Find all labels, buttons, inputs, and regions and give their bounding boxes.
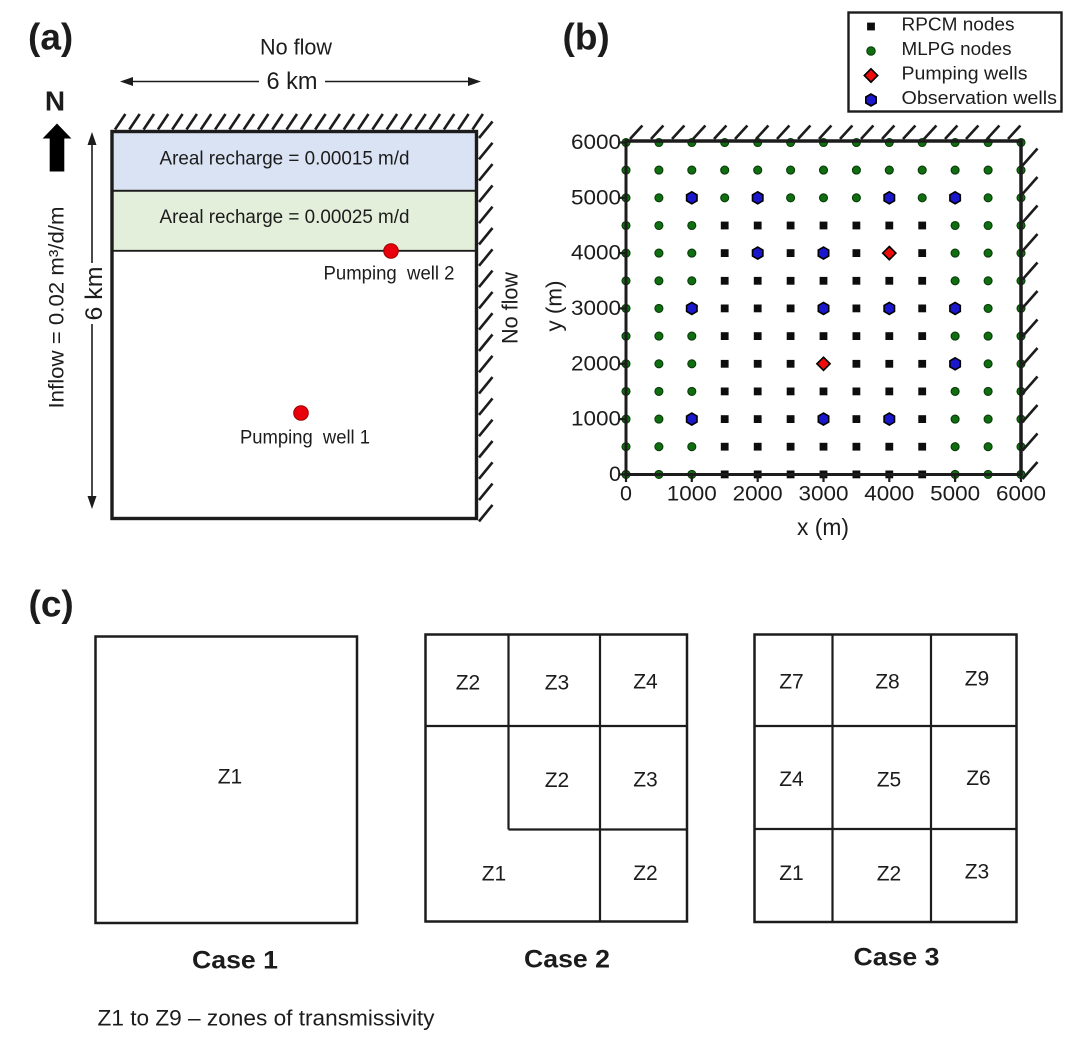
svg-text:No flow: No flow [260,35,332,60]
svg-text:Areal recharge = 0.00025 m/d: Areal recharge = 0.00025 m/d [160,207,410,228]
svg-text:5000: 5000 [930,482,980,506]
svg-text:Z1 to Z9 – zones of transmissi: Z1 to Z9 – zones of transmissivity [98,1006,435,1031]
svg-text:RPCM nodes: RPCM nodes [902,15,1015,35]
svg-text:Z6: Z6 [966,767,991,790]
svg-text:3000: 3000 [799,482,849,506]
svg-text:Inflow = 0.02 m³/d/m: Inflow = 0.02 m³/d/m [46,207,69,409]
svg-text:Z2: Z2 [633,862,658,885]
svg-text:Z5: Z5 [877,769,902,792]
svg-text:4000: 4000 [864,482,914,506]
svg-text:(a): (a) [28,17,73,58]
svg-text:(b): (b) [563,17,610,58]
svg-text:Z2: Z2 [456,672,481,695]
svg-text:Z4: Z4 [779,768,804,791]
svg-text:5000: 5000 [571,185,621,209]
svg-text:6000: 6000 [996,482,1046,506]
svg-text:x (m): x (m) [797,514,849,540]
svg-text:6000: 6000 [571,130,621,154]
svg-text:Z1: Z1 [218,766,243,789]
svg-text:Z7: Z7 [779,671,804,694]
svg-text:Case 3: Case 3 [854,944,940,972]
svg-text:Z1: Z1 [779,862,804,885]
svg-text:Observation wells: Observation wells [902,88,1058,108]
svg-text:Z4: Z4 [633,671,658,694]
svg-text:(c): (c) [29,584,74,625]
svg-text:1000: 1000 [571,407,621,431]
svg-text:Pumping well 2: Pumping well 2 [324,264,455,285]
svg-text:y (m): y (m) [542,281,567,332]
svg-text:Case 2: Case 2 [524,946,610,974]
svg-text:Areal recharge = 0.00015 m/d: Areal recharge = 0.00015 m/d [160,149,410,170]
svg-text:Z3: Z3 [545,672,570,695]
svg-text:Z1: Z1 [482,863,507,886]
svg-text:0: 0 [620,482,632,506]
svg-text:Z2: Z2 [877,863,902,886]
svg-text:Z2: Z2 [545,769,570,792]
svg-text:N: N [45,86,65,117]
svg-text:1000: 1000 [667,482,717,506]
svg-text:Pumping wells: Pumping wells [902,64,1028,84]
svg-text:3000: 3000 [571,296,621,320]
svg-text:2000: 2000 [571,351,621,375]
svg-text:Z3: Z3 [965,861,990,884]
svg-text:2000: 2000 [733,482,783,506]
svg-text:No flow: No flow [498,272,523,344]
svg-text:Case 1: Case 1 [192,947,278,975]
svg-text:MLPG nodes: MLPG nodes [902,39,1012,59]
svg-text:0: 0 [609,462,621,486]
svg-text:4000: 4000 [571,241,621,265]
svg-text:Z3: Z3 [633,769,658,792]
svg-text:Z9: Z9 [965,668,990,691]
svg-text:6 km: 6 km [267,68,318,95]
svg-text:6 km: 6 km [81,267,108,321]
svg-text:Pumping well 1: Pumping well 1 [240,428,370,449]
svg-text:Z8: Z8 [875,671,900,694]
